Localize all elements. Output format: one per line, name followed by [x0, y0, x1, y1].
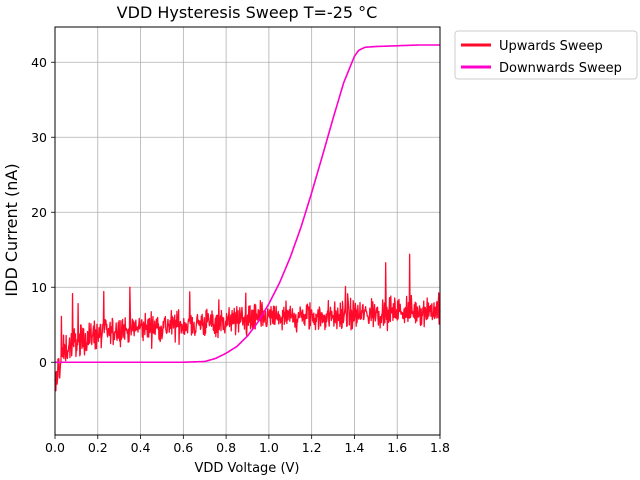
legend: Upwards Sweep Downwards Sweep	[454, 30, 638, 80]
x-tick-label: 1.6	[387, 440, 407, 455]
grid	[54, 27, 441, 435]
series-line-downwards	[55, 44, 440, 364]
x-tick-label: 1.0	[259, 440, 279, 455]
y-tick-label: 0	[39, 355, 47, 370]
x-tick-label: 0.2	[88, 440, 108, 455]
x-tick-label: 1.4	[344, 440, 364, 455]
series-line-upwards	[54, 253, 441, 392]
chart-title: VDD Hysteresis Sweep T=-25 °C	[117, 3, 378, 22]
y-tick-label: 10	[31, 280, 47, 295]
x-tick-label: 1.2	[302, 440, 322, 455]
y-tick-label: 30	[31, 130, 47, 145]
legend-label-upwards: Upwards Sweep	[499, 39, 603, 54]
legend-label-downwards: Downwards Sweep	[499, 61, 622, 76]
plot-area	[54, 44, 441, 392]
x-tick-label: 0.4	[131, 440, 151, 455]
x-tick-label: 0.6	[173, 440, 193, 455]
y-tick-label: 40	[31, 55, 47, 70]
x-tick-label: 1.8	[430, 440, 450, 455]
plot-frame	[54, 26, 441, 436]
x-axis-label: VDD Voltage (V)	[195, 461, 300, 476]
y-tick-label: 20	[31, 205, 47, 220]
x-tick-label: 0.0	[45, 440, 65, 455]
y-axis: 0 10 20 30 40	[31, 55, 55, 370]
y-axis-label: IDD Current (nA)	[2, 163, 21, 296]
x-axis: 0.0 0.2 0.4 0.6 0.8 1.0 1.2 1.4 1.6 1.8	[45, 435, 450, 455]
legend-box	[454, 30, 638, 80]
x-tick-label: 0.8	[216, 440, 236, 455]
